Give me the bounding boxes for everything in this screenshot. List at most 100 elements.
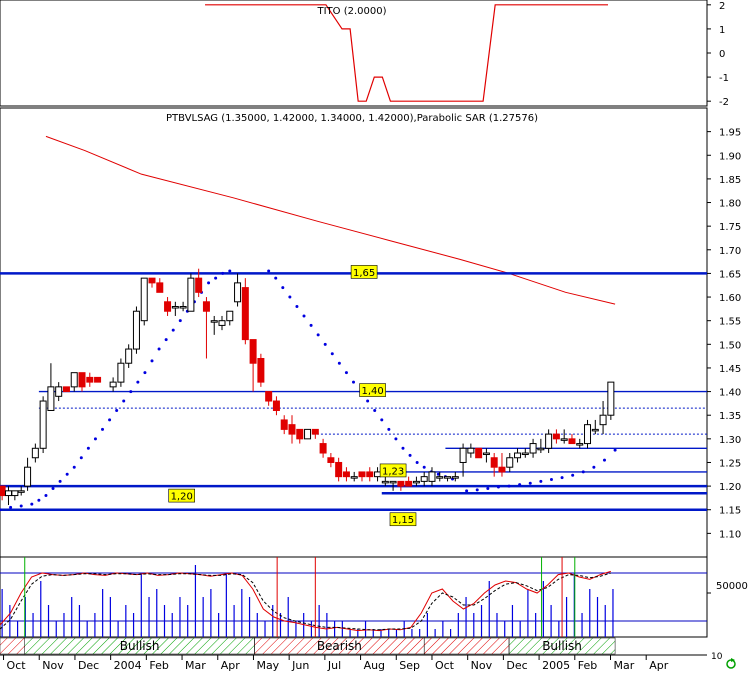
candle-body bbox=[195, 277, 203, 293]
sar-dot bbox=[337, 361, 341, 365]
candle-body bbox=[412, 480, 420, 484]
candle-body bbox=[529, 443, 537, 454]
candle-body bbox=[342, 471, 350, 478]
price-tick-label: 1.25 bbox=[719, 458, 741, 469]
candle-body bbox=[62, 386, 70, 393]
sar-dot bbox=[415, 460, 419, 464]
sar-dot bbox=[465, 489, 469, 493]
sar-dot bbox=[178, 319, 182, 323]
level-label-box bbox=[379, 463, 407, 478]
regime-segment bbox=[508, 637, 616, 655]
sar-dot bbox=[129, 390, 133, 394]
sar-dot bbox=[408, 453, 412, 457]
price-tick-label: 1.70 bbox=[719, 246, 741, 257]
candle-body bbox=[560, 438, 568, 441]
candle-body bbox=[11, 490, 19, 497]
sar-dot bbox=[44, 494, 48, 498]
sar-dot bbox=[380, 418, 384, 422]
price-tick-label: 1.50 bbox=[719, 340, 741, 351]
candle-body bbox=[436, 476, 444, 479]
sar-dot bbox=[539, 479, 543, 483]
volume-frame bbox=[0, 556, 708, 638]
candle-body bbox=[156, 282, 164, 293]
candle-body bbox=[420, 476, 428, 482]
tito-line bbox=[205, 4, 609, 102]
candle-body bbox=[17, 490, 25, 493]
regime-segment bbox=[423, 637, 510, 655]
sar-dot bbox=[373, 408, 377, 412]
x-tick-label: 2004 bbox=[114, 659, 142, 672]
candle-body bbox=[31, 447, 39, 459]
tito-tick-label: -1 bbox=[719, 73, 729, 84]
candle-body bbox=[125, 348, 133, 364]
candle-body bbox=[249, 339, 257, 364]
candle-body bbox=[86, 376, 94, 383]
level-label-text: 1,23 bbox=[382, 466, 404, 477]
sar-dot bbox=[592, 465, 596, 469]
sar-dot bbox=[528, 481, 532, 485]
sar-dot bbox=[58, 479, 62, 483]
x-tick-label: Oct bbox=[435, 659, 455, 672]
tito-indicator-panel: 2 1 0 -1 -2 bbox=[0, 0, 729, 108]
price-frame bbox=[0, 107, 708, 558]
candle-body bbox=[327, 457, 335, 463]
regime-label: Bearish bbox=[317, 639, 362, 653]
sar-dot bbox=[496, 485, 500, 489]
candle-body bbox=[428, 471, 436, 482]
candle-body bbox=[70, 372, 78, 388]
x-tick-label: Mar bbox=[185, 659, 206, 672]
candle-body bbox=[0, 485, 6, 497]
sar-dot bbox=[323, 342, 327, 346]
candle-body bbox=[132, 310, 140, 350]
regime-band: Bullish Bearish Bullish bbox=[0, 637, 616, 655]
candle-body bbox=[405, 480, 413, 487]
candle-body bbox=[358, 471, 366, 478]
price-tick-label: 1.80 bbox=[719, 199, 741, 210]
candle-body bbox=[514, 452, 522, 459]
price-panel: 1.95 1.90 1.85 1.80 1.75 1.70 1.65 1.60 1.55 1.50… bbox=[0, 107, 741, 558]
candle-body bbox=[39, 400, 47, 449]
moving-average-line bbox=[45, 135, 616, 305]
x-tick-label: Nov bbox=[42, 659, 64, 672]
x-tick-label: Apr bbox=[649, 659, 669, 672]
price-tick-label: 1.90 bbox=[719, 151, 741, 162]
x-tick-label: Dec bbox=[506, 659, 527, 672]
tito-title: TITO (2.0000) bbox=[316, 6, 386, 17]
stochastic-d-line bbox=[0, 572, 611, 631]
x-tick-label: Dec bbox=[78, 659, 99, 672]
candle-body bbox=[226, 310, 234, 322]
sar-dot bbox=[108, 418, 112, 422]
sar-dot bbox=[51, 486, 55, 490]
x-tick-label: Feb bbox=[578, 659, 597, 672]
sar-dot bbox=[394, 437, 398, 441]
sar-dot bbox=[571, 473, 575, 477]
sar-dot bbox=[86, 446, 90, 450]
candle-body bbox=[218, 320, 226, 326]
candle-body bbox=[576, 443, 584, 446]
candle-body bbox=[568, 438, 576, 445]
candle-body bbox=[374, 471, 382, 478]
level-label-text: 1,40 bbox=[361, 386, 383, 397]
price-tick-label: 1.35 bbox=[719, 411, 741, 422]
sar-dot bbox=[115, 408, 119, 412]
candle-body bbox=[55, 386, 63, 397]
sar-dot bbox=[288, 295, 292, 299]
candle-body bbox=[272, 400, 280, 411]
sar-dot bbox=[309, 323, 313, 327]
candle-body bbox=[397, 480, 405, 487]
tito-tick-label: -2 bbox=[719, 97, 729, 108]
candle-body bbox=[234, 282, 242, 303]
sar-dot bbox=[422, 465, 426, 469]
candle-body bbox=[140, 277, 148, 322]
candle-body bbox=[506, 457, 514, 468]
sar-dot bbox=[401, 446, 405, 450]
level-label-text: 1,65 bbox=[353, 268, 375, 279]
price-tick-label: 1.55 bbox=[719, 317, 741, 328]
candle-body bbox=[109, 381, 117, 388]
price-tick-label: 1.75 bbox=[719, 222, 741, 233]
regime-label: Bullish bbox=[542, 639, 582, 653]
sar-dot bbox=[228, 269, 232, 273]
candle-body bbox=[584, 424, 592, 445]
price-tick-label: 1.45 bbox=[719, 364, 741, 375]
x-tick-label: Feb bbox=[149, 659, 168, 672]
